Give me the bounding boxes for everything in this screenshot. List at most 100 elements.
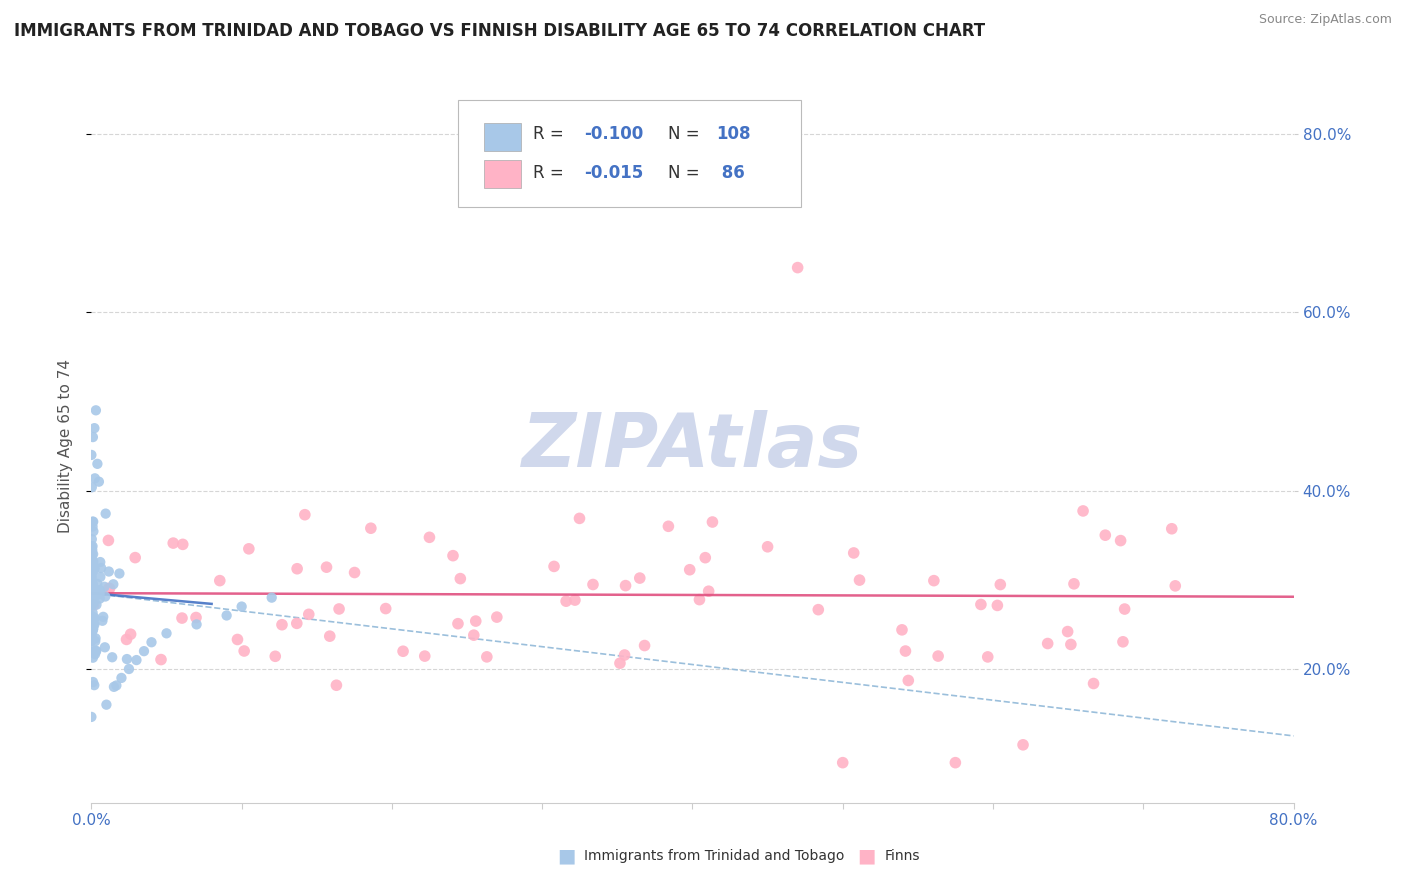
Point (80, 589, 103, 603)
Point (82, 617, 104, 632)
Point (115, 632, 138, 647)
Point (124, 550, 146, 565)
Point (162, 536, 184, 550)
Point (97, 533, 120, 548)
Point (103, 577, 125, 591)
Point (848, 573, 870, 587)
Point (582, 577, 605, 591)
Point (80, 574, 103, 588)
Point (464, 614, 486, 628)
Point (233, 644, 256, 658)
Point (86, 457, 108, 471)
Point (1114, 602, 1136, 616)
Point (80, 582, 103, 596)
Point (83, 582, 105, 597)
Point (82, 565, 104, 579)
Point (475, 649, 498, 664)
Point (449, 572, 471, 586)
Text: ■: ■ (858, 847, 876, 866)
Point (392, 644, 415, 658)
Point (628, 571, 651, 585)
Y-axis label: Disability Age 65 to 74: Disability Age 65 to 74 (58, 359, 73, 533)
Point (463, 628, 485, 642)
Point (80, 480, 103, 494)
Point (1109, 533, 1132, 548)
Point (84, 644, 107, 658)
Point (80, 573, 103, 587)
Point (132, 644, 155, 658)
Point (80, 629, 103, 643)
Point (1063, 577, 1085, 591)
Point (922, 574, 945, 588)
Point (285, 562, 308, 576)
Point (842, 546, 865, 560)
Point (82, 588, 104, 602)
Point (894, 644, 917, 658)
Point (80, 632, 103, 647)
Point (96, 698, 118, 712)
Point (91, 614, 114, 628)
Point (260, 591, 283, 605)
Point (82, 597, 104, 611)
Point (294, 508, 316, 522)
Point (614, 579, 637, 593)
Point (84, 647, 107, 661)
Point (325, 678, 347, 692)
Point (786, 260, 808, 275)
Point (110, 671, 132, 685)
Point (82, 675, 104, 690)
Point (360, 521, 382, 535)
Point (89, 587, 111, 601)
Point (91, 610, 114, 624)
Point (82, 515, 104, 529)
Point (82, 622, 104, 636)
Point (80, 612, 103, 626)
Point (82, 547, 104, 561)
Point (555, 594, 578, 608)
Text: N =: N = (668, 125, 706, 143)
Text: R =: R = (533, 125, 568, 143)
Point (84, 403, 107, 417)
Point (80, 574, 103, 588)
Point (80, 634, 103, 648)
Point (1160, 522, 1182, 536)
Point (80, 570, 103, 584)
Point (80, 587, 103, 601)
Point (83, 560, 105, 574)
Point (89, 555, 111, 569)
Point (80, 594, 103, 608)
Point (103, 680, 125, 694)
Point (231, 599, 253, 614)
Point (83, 617, 105, 632)
Point (82, 519, 104, 533)
Point (374, 601, 396, 615)
Point (82, 650, 104, 665)
Point (80, 621, 103, 635)
Point (328, 602, 350, 616)
Point (115, 652, 138, 666)
Point (264, 649, 287, 664)
Text: 108: 108 (717, 125, 751, 143)
Point (83, 598, 105, 612)
Point (80, 590, 103, 604)
Point (80, 532, 103, 546)
Point (170, 611, 193, 625)
Point (82, 563, 104, 577)
Point (125, 653, 148, 667)
Point (208, 574, 231, 588)
Point (184, 610, 207, 624)
Point (564, 593, 586, 607)
Point (238, 541, 260, 556)
Point (82, 624, 104, 639)
Point (82, 524, 104, 539)
Point (120, 627, 142, 641)
Text: 86: 86 (717, 164, 745, 182)
Point (84, 634, 107, 648)
Point (679, 563, 702, 577)
Point (86, 598, 108, 612)
Point (84, 632, 107, 646)
Point (543, 559, 565, 574)
Point (82, 606, 104, 620)
Point (226, 632, 249, 647)
Point (613, 648, 636, 662)
